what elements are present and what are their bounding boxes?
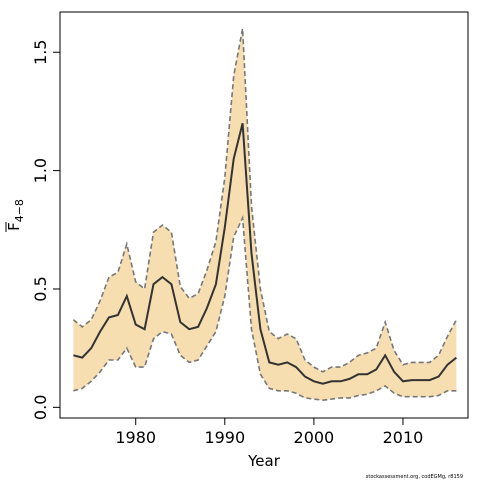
source-note: stockassessment.org, codEGMg, r8159: [366, 474, 463, 480]
y-tick-label: 1.0: [31, 158, 50, 183]
plot-box: [59, 11, 469, 419]
x-axis-title: Year: [247, 452, 281, 470]
x-tick-label: 1980: [115, 428, 156, 447]
y-axis-title-subscript: 4−8: [13, 199, 26, 222]
upper-bound-line: [72, 28, 458, 373]
x-tick-label: 1990: [204, 428, 245, 447]
svg-text:F4−8: F4−8: [5, 199, 26, 231]
confidence-band: [73, 28, 457, 401]
lower-bound-line: [73, 214, 457, 402]
y-tick-label: 0.0: [31, 395, 50, 420]
x-axis: 1980 1990 2000 2010: [115, 418, 423, 447]
y-axis-title-main: F: [5, 222, 23, 231]
estimate-line: [73, 123, 458, 385]
x-tick-label: 2010: [383, 428, 424, 447]
x-tick-label: 2000: [294, 428, 335, 447]
y-tick-label: 1.5: [31, 40, 50, 65]
y-axis-title: F4−8: [5, 199, 26, 232]
y-tick-label: 0.5: [31, 276, 50, 301]
y-axis: 0.0 0.5 1.0 1.5: [31, 40, 60, 420]
